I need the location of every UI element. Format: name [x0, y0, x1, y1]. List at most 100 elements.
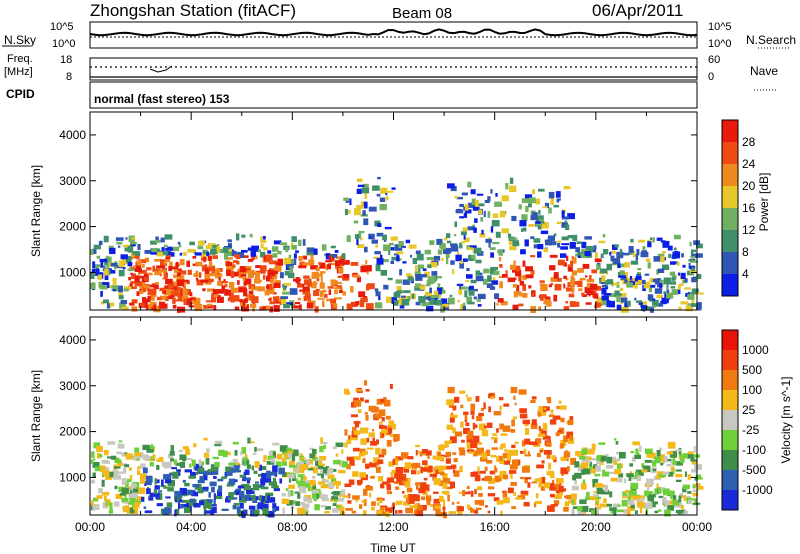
data-cell: [461, 439, 465, 443]
data-cell: [475, 442, 483, 445]
data-cell: [109, 502, 113, 510]
data-cell: [627, 510, 631, 517]
data-cell: [375, 447, 381, 455]
data-cell: [462, 227, 468, 232]
data-cell: [167, 283, 174, 289]
data-cell: [328, 481, 335, 489]
data-cell: [596, 455, 605, 462]
data-cell: [393, 481, 401, 484]
data-cell: [600, 503, 607, 508]
data-cell: [475, 259, 482, 264]
data-cell: [381, 425, 388, 429]
data-cell: [95, 268, 100, 276]
data-cell: [539, 450, 543, 453]
data-cell: [679, 283, 684, 287]
data-cell: [609, 507, 617, 511]
data-cell: [273, 305, 280, 312]
data-cell: [234, 490, 240, 495]
data-cell: [352, 471, 359, 477]
data-cell: [193, 465, 196, 470]
data-cell: [504, 460, 511, 465]
data-cell: [217, 295, 221, 300]
data-cell: [372, 185, 380, 191]
data-cell: [492, 213, 499, 218]
data-cell: [350, 286, 354, 293]
data-cell: [478, 209, 483, 215]
data-cell: [622, 495, 630, 499]
data-cell: [596, 487, 603, 495]
data-cell: [101, 479, 105, 487]
data-cell: [299, 304, 302, 310]
data-cell: [571, 485, 580, 491]
data-cell: [561, 210, 565, 218]
data-cell: [395, 459, 399, 466]
data-cell: [546, 397, 551, 400]
data-cell: [653, 493, 656, 498]
data-cell: [254, 461, 260, 468]
data-cell: [476, 447, 484, 455]
data-cell: [140, 476, 146, 484]
data-cell: [601, 275, 606, 283]
data-cell: [403, 467, 410, 473]
data-cell: [356, 239, 359, 246]
data-cell: [466, 442, 472, 449]
data-cell: [637, 268, 642, 271]
data-cell: [512, 460, 519, 467]
data-cell: [281, 498, 290, 504]
data-cell: [380, 269, 387, 276]
data-cell: [145, 272, 153, 276]
data-cell: [643, 465, 651, 473]
data-cell: [471, 198, 476, 205]
data-cell: [327, 286, 334, 289]
data-cell: [122, 244, 131, 248]
data-cell: [459, 262, 464, 269]
data-cell: [335, 453, 339, 457]
data-cell: [346, 209, 351, 214]
data-cell: [360, 265, 368, 273]
data-cell: [186, 260, 190, 267]
data-cell: [585, 496, 593, 501]
data-cell: [313, 290, 320, 297]
data-cell: [221, 281, 228, 284]
data-cell: [178, 244, 182, 248]
data-cell: [467, 202, 475, 208]
data-cell: [600, 253, 604, 259]
data-cell: [446, 424, 453, 430]
data-cell: [617, 263, 621, 268]
data-cell: [397, 258, 402, 261]
data-cell: [628, 490, 637, 496]
data-cell: [147, 288, 155, 295]
data-cell: [414, 286, 420, 291]
data-cell: [293, 253, 297, 259]
data-cell: [445, 451, 452, 457]
data-cell: [530, 255, 536, 258]
data-cell: [241, 306, 249, 312]
data-cell: [544, 202, 550, 208]
data-cell: [231, 250, 237, 257]
data-cell: [265, 492, 274, 497]
data-cell: [267, 250, 272, 254]
data-cell: [203, 502, 210, 509]
data-cell: [194, 304, 203, 311]
data-cell: [614, 438, 617, 441]
data-cell: [421, 496, 426, 501]
data-cell: [510, 264, 516, 270]
data-cell: [184, 469, 192, 473]
data-cell: [274, 506, 280, 511]
data-cell: [483, 402, 486, 410]
data-cell: [254, 446, 257, 452]
data-cell: [346, 463, 351, 470]
data-cell: [386, 296, 392, 304]
data-cell: [206, 448, 210, 453]
data-cell: [532, 443, 541, 447]
nsky-label: N.Sky: [4, 33, 36, 47]
data-cell: [681, 510, 689, 515]
colorbar-frame: [721, 119, 739, 297]
data-cell: [178, 449, 183, 453]
data-cell: [400, 452, 409, 459]
data-cell: [173, 269, 179, 274]
data-cell: [417, 470, 420, 475]
data-cell: [418, 487, 426, 494]
data-cell: [366, 437, 370, 443]
